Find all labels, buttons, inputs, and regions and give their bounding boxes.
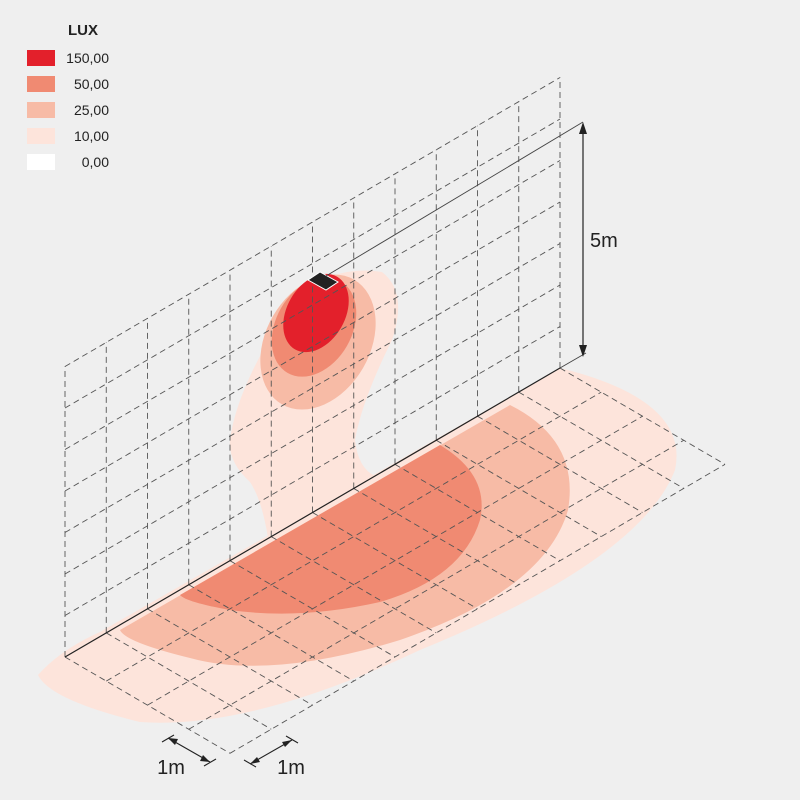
legend-label: 25,00 [74, 102, 109, 118]
floor-contours [38, 368, 677, 723]
grid-line [64, 656, 231, 754]
luminaire [307, 271, 339, 291]
wall-contour-150 [283, 273, 349, 353]
legend-label: 0,00 [82, 154, 109, 170]
grid-line [188, 439, 684, 730]
legend-title: LUX [68, 22, 98, 39]
grid-line [147, 415, 643, 706]
grid-line [229, 463, 726, 754]
grid-line [477, 415, 643, 513]
height-label: 5m [590, 230, 618, 252]
grid-line [106, 391, 602, 682]
legend-swatch [27, 128, 55, 144]
legend-swatch [27, 76, 55, 92]
grid-line [271, 536, 437, 634]
grid-line [64, 118, 561, 409]
legend: 150,00 50,00 25,00 10,00 0,00 [27, 50, 109, 170]
dimension-extension [559, 352, 587, 369]
grid-line [436, 439, 602, 537]
grid-line [64, 77, 561, 367]
grid-line [106, 632, 272, 730]
wall-contours [229, 270, 399, 538]
grid [64, 77, 726, 754]
legend-swatch [27, 102, 55, 118]
legend-label: 10,00 [74, 128, 109, 144]
legend-label: 50,00 [74, 76, 109, 92]
grid-line [312, 512, 478, 610]
dimension-extension [325, 121, 584, 277]
grid-x-label: 1m [157, 757, 185, 779]
grid-line [64, 201, 561, 492]
grid-line [64, 243, 561, 533]
floor-contour-50 [180, 445, 482, 614]
wall-base-line [64, 367, 561, 658]
grid-line [64, 326, 561, 616]
grid-y-label: 1m [277, 757, 305, 779]
legend-swatch [27, 154, 55, 170]
grid-line [64, 160, 561, 450]
legend-swatch [27, 50, 55, 66]
grid-line [64, 284, 561, 575]
legend-label: 150,00 [66, 50, 109, 66]
